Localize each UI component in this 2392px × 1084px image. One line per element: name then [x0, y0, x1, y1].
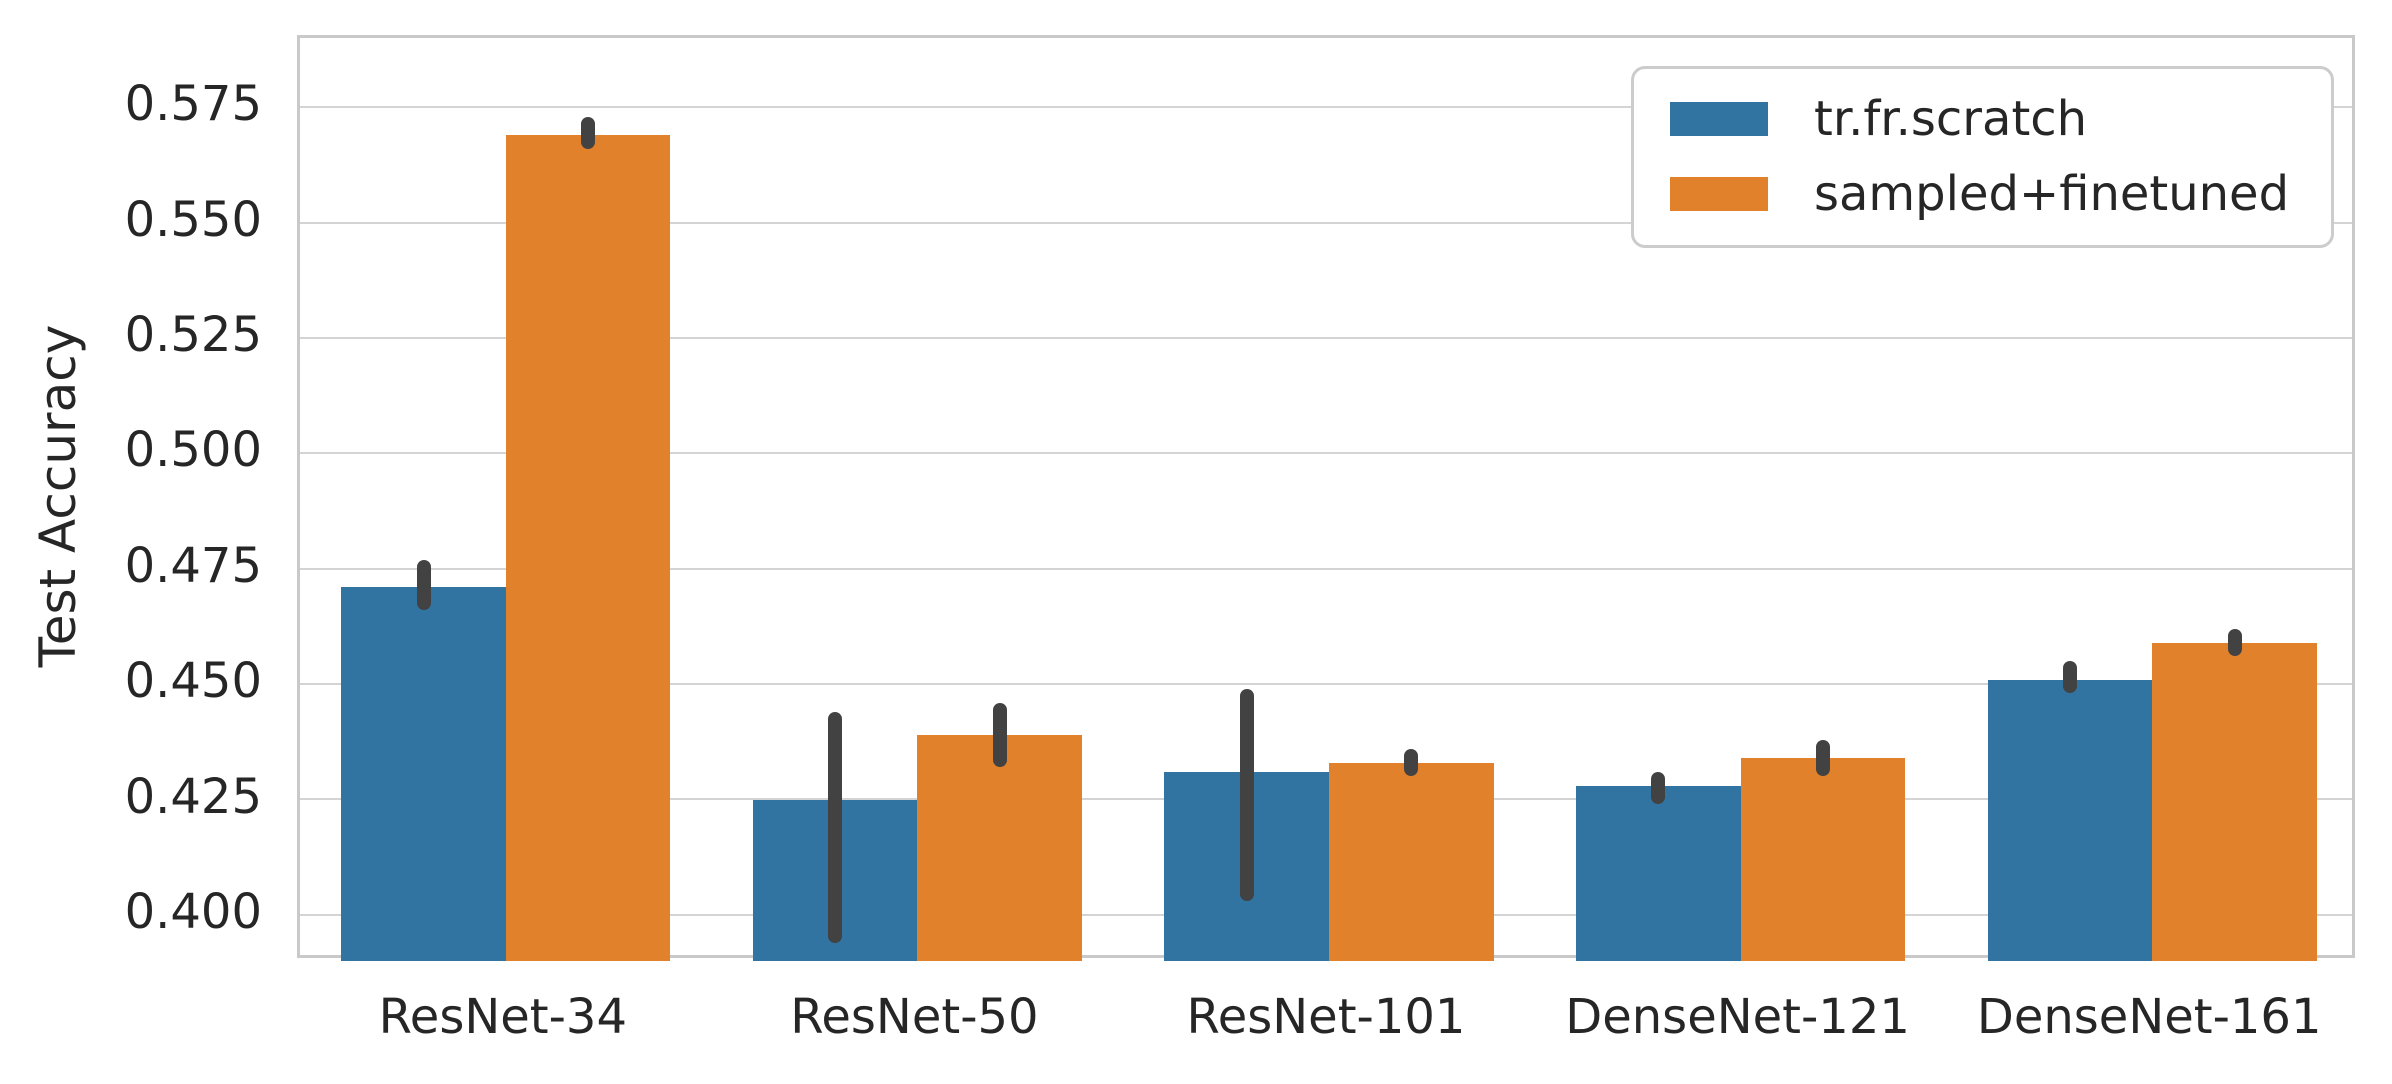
gridline [300, 683, 2352, 686]
bar [505, 134, 671, 961]
y-tick-label: 0.425 [124, 768, 262, 825]
legend: tr.fr.scratch sampled+finetuned [1631, 66, 2335, 248]
bar [1576, 785, 1741, 961]
error-bar [1404, 748, 1419, 777]
bar [1329, 762, 1494, 961]
gridline [300, 106, 2352, 109]
bar [1987, 679, 2153, 961]
error-bar [2227, 628, 2242, 657]
legend-item-sampled-finetuned: sampled+finetuned [1670, 165, 2290, 222]
bar [341, 587, 506, 961]
x-tick-label: ResNet-50 [790, 989, 1039, 1045]
error-bar [581, 116, 596, 149]
y-tick-label: 0.400 [124, 883, 262, 940]
legend-item-scratch: tr.fr.scratch [1670, 93, 2289, 146]
y-axis-label: Test Accuracy [29, 324, 87, 668]
error-bar [1815, 739, 1830, 777]
plot-area: tr.fr.scratch sampled+finetuned [297, 35, 2355, 961]
y-tick-label: 0.500 [124, 422, 262, 479]
legend-swatch-blue [1670, 102, 1768, 137]
y-tick-label: 0.475 [124, 537, 262, 594]
bar [1740, 757, 1906, 961]
x-tick-label: ResNet-34 [378, 989, 627, 1045]
y-tick-label: 0.525 [124, 307, 262, 363]
error-bar [828, 711, 843, 943]
error-bar [1651, 771, 1666, 805]
legend-swatch-orange [1670, 177, 1768, 212]
error-bar [2062, 661, 2077, 694]
x-tick-label: ResNet-101 [1186, 989, 1466, 1045]
bar [917, 734, 1082, 961]
error-bar [992, 702, 1007, 768]
gridline [300, 221, 2352, 224]
error-bar [1239, 688, 1254, 901]
gridline [300, 567, 2352, 570]
gridline [300, 336, 2352, 339]
error-bar [416, 559, 431, 611]
gridline [300, 452, 2352, 455]
y-tick-label: 0.450 [124, 653, 262, 710]
legend-label-sampled-finetuned: sampled+finetuned [1814, 165, 2290, 222]
legend-label-scratch: tr.fr.scratch [1814, 91, 2088, 147]
x-tick-label: DenseNet-121 [1565, 989, 1910, 1045]
y-tick-label: 0.575 [124, 76, 262, 133]
bar [2152, 642, 2317, 961]
x-tick-label: DenseNet-161 [1976, 989, 2322, 1045]
y-tick-label: 0.550 [124, 191, 262, 248]
